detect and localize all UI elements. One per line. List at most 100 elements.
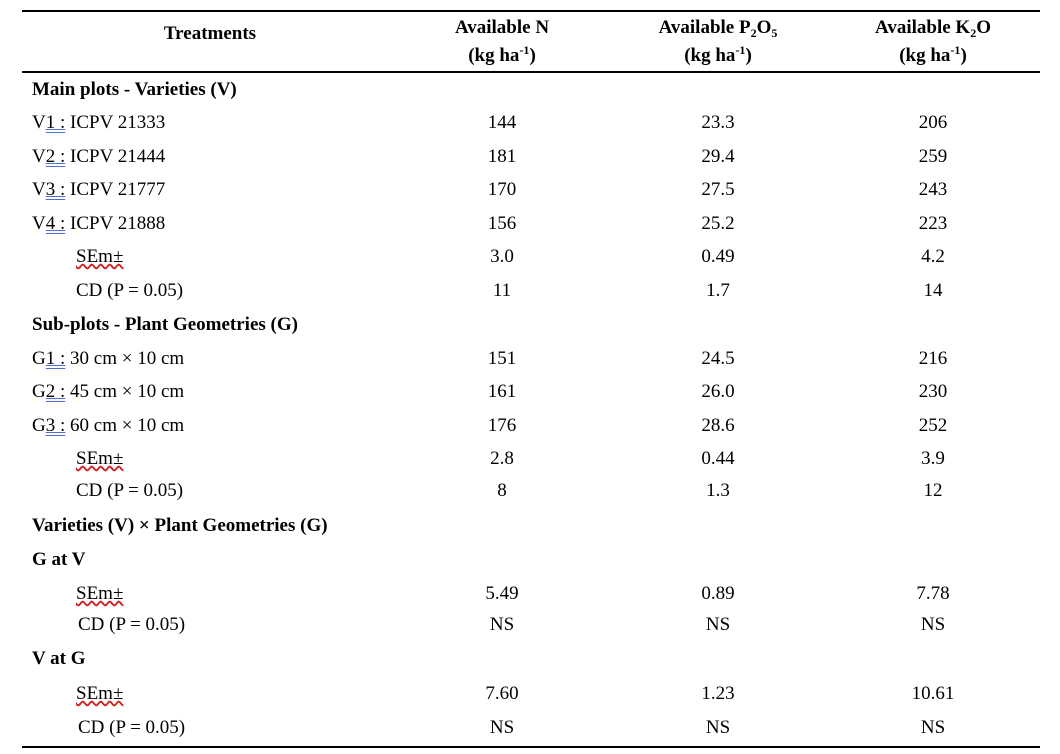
treatment-label: G2 : 45 cm × 10 cm <box>32 376 184 408</box>
value-available-n: 11 <box>492 280 512 301</box>
table-row: V4 : ICPV 21888 156 25.2 223 <box>0 208 1060 240</box>
value-available-k2o: 12 <box>923 480 943 501</box>
value-available-n: 181 <box>487 146 517 167</box>
value-available-p2o5: 23.3 <box>701 112 735 133</box>
header-available-p2o5-unit: (kg ha-1) <box>684 43 752 66</box>
treatment-code: 2 : <box>45 381 66 402</box>
section-label: G at V <box>32 549 86 570</box>
value-available-n: 161 <box>487 381 517 402</box>
value-available-p2o5: NS <box>705 614 731 635</box>
table-row: G2 : 45 cm × 10 cm 161 26.0 230 <box>0 376 1060 408</box>
value-available-k2o: NS <box>920 614 946 635</box>
header-available-n-unit: (kg ha-1) <box>468 43 536 66</box>
table-row: SEm± 7.60 1.23 10.61 <box>0 678 1060 710</box>
treatment-prefix: V <box>32 146 46 167</box>
value-available-n: NS <box>489 717 515 738</box>
treatment-prefix: G <box>32 415 46 436</box>
cd-label: CD (P = 0.05) <box>78 717 186 738</box>
section-label: Sub-plots - Plant Geometries (G) <box>32 314 298 335</box>
header-available-k2o-unit: (kg ha-1) <box>899 43 967 66</box>
treatment-label: V4 : ICPV 21888 <box>32 208 165 240</box>
value-available-n: 170 <box>487 179 517 200</box>
value-available-n: 2.8 <box>490 448 514 469</box>
treatment-label: G1 : 30 cm × 10 cm <box>32 343 184 375</box>
value-available-p2o5: 26.0 <box>701 381 735 402</box>
sem-label: SEm± <box>76 246 124 267</box>
value-available-p2o5: 28.6 <box>701 415 735 436</box>
treatment-prefix: V <box>32 179 46 200</box>
treatment-code: 3 : <box>45 179 66 200</box>
sem-label: SEm± <box>76 448 124 469</box>
header-available-k2o-label: Available K2O <box>875 17 991 40</box>
header-available-n-label: Available N <box>454 17 550 38</box>
header-treatments-label: Treatments <box>163 23 257 40</box>
value-available-p2o5: 1.23 <box>701 683 735 704</box>
value-available-p2o5: 0.89 <box>701 583 735 604</box>
header-available-p2o5-label: Available P2O5 <box>658 17 778 40</box>
value-available-n: 144 <box>487 112 517 133</box>
treatment-label: V3 : ICPV 21777 <box>32 174 165 206</box>
value-available-n: 5.49 <box>485 583 519 604</box>
section-header-row: V at G <box>0 643 1060 675</box>
header-available-k2o: Available K2O (kg ha-1) <box>833 14 1033 70</box>
value-available-p2o5: 0.49 <box>701 246 735 267</box>
treatment-prefix: G <box>32 348 46 369</box>
treatment-label: G3 : 60 cm × 10 cm <box>32 410 184 442</box>
treatment-name: 30 cm × 10 cm <box>65 348 185 369</box>
cd-label: CD (P = 0.05) <box>76 280 184 301</box>
header-treatments: Treatments <box>90 20 330 40</box>
treatment-name: 45 cm × 10 cm <box>65 381 185 402</box>
section-label: Varieties (V) × Plant Geometries (G) <box>32 515 328 536</box>
treatment-name: ICPV 21444 <box>65 146 166 167</box>
value-available-k2o: 259 <box>918 146 948 167</box>
table-row: CD (P = 0.05) NS NS NS <box>0 609 1060 641</box>
treatment-label: V2 : ICPV 21444 <box>32 141 165 173</box>
value-available-n: NS <box>489 614 515 635</box>
treatment-prefix: V <box>32 213 46 234</box>
treatment-name: ICPV 21777 <box>65 179 166 200</box>
treatment-code: 2 : <box>45 146 66 167</box>
value-available-p2o5: 0.44 <box>701 448 735 469</box>
value-available-n: 3.0 <box>490 246 514 267</box>
section-label: V at G <box>32 648 86 669</box>
value-available-p2o5: 25.2 <box>701 213 735 234</box>
table-row: G1 : 30 cm × 10 cm 151 24.5 216 <box>0 343 1060 375</box>
value-available-n: 8 <box>497 480 507 501</box>
treatment-name: ICPV 21888 <box>65 213 166 234</box>
value-available-n: 151 <box>487 348 517 369</box>
value-available-p2o5: 1.7 <box>706 280 730 301</box>
value-available-k2o: 7.78 <box>916 583 950 604</box>
value-available-k2o: NS <box>920 717 946 738</box>
value-available-k2o: 223 <box>918 213 948 234</box>
cd-label: CD (P = 0.05) <box>76 480 184 501</box>
treatment-code: 3 : <box>45 415 66 436</box>
table-row: CD (P = 0.05) NS NS NS <box>0 712 1060 744</box>
value-available-p2o5: 1.3 <box>706 480 730 501</box>
treatment-name: 60 cm × 10 cm <box>65 415 185 436</box>
section-header-row: Main plots - Varieties (V) <box>0 74 1060 106</box>
sem-label: SEm± <box>76 683 124 704</box>
treatment-prefix: G <box>32 381 46 402</box>
table-row: V3 : ICPV 21777 170 27.5 243 <box>0 174 1060 206</box>
section-header-row: G at V <box>0 544 1060 576</box>
table-row: CD (P = 0.05) 8 1.3 12 <box>0 475 1060 507</box>
value-available-k2o: 216 <box>918 348 948 369</box>
value-available-n: 7.60 <box>485 683 519 704</box>
sem-label: SEm± <box>76 583 124 604</box>
value-available-k2o: 206 <box>918 112 948 133</box>
section-header-row: Sub-plots - Plant Geometries (G) <box>0 309 1060 341</box>
section-label: Main plots - Varieties (V) <box>32 79 237 100</box>
bottom-rule <box>22 746 1040 748</box>
value-available-k2o: 3.9 <box>921 448 945 469</box>
header-available-n: Available N (kg ha-1) <box>402 14 602 70</box>
value-available-k2o: 243 <box>918 179 948 200</box>
top-rule <box>22 10 1040 12</box>
treatment-prefix: V <box>32 112 46 133</box>
value-available-n: 176 <box>487 415 517 436</box>
value-available-p2o5: 27.5 <box>701 179 735 200</box>
treatment-code: 1 : <box>45 112 66 133</box>
value-available-p2o5: 24.5 <box>701 348 735 369</box>
treatment-label: V1 : ICPV 21333 <box>32 107 165 139</box>
table-row: V1 : ICPV 21333 144 23.3 206 <box>0 107 1060 139</box>
value-available-k2o: 230 <box>918 381 948 402</box>
